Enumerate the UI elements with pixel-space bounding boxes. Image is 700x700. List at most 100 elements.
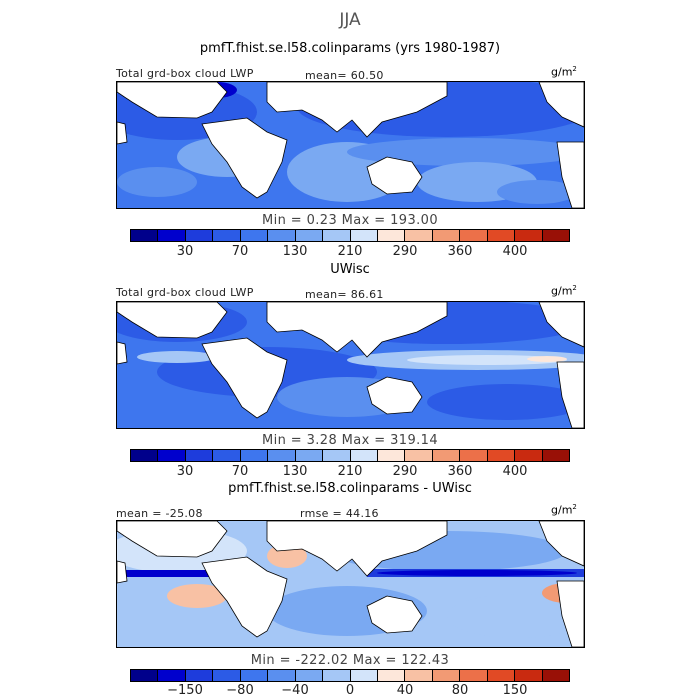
colorbar-cell	[213, 230, 241, 241]
colorbar-cell	[131, 670, 159, 681]
colorbar-cell	[460, 450, 488, 461]
field-region	[117, 570, 257, 577]
colorbar-cell	[295, 450, 324, 461]
field-region	[527, 356, 567, 362]
europe-landmass	[117, 82, 228, 119]
colorbar-tick-label: 400	[502, 464, 528, 479]
colorbar-cell	[350, 450, 378, 461]
colorbar-tick-label: 130	[282, 244, 308, 259]
colorbar-cell	[350, 230, 378, 241]
colorbar-cell	[240, 670, 269, 681]
colorbar-tick-label: 0	[345, 683, 355, 698]
australia-landmass	[366, 595, 423, 634]
colorbar-cell	[515, 230, 543, 241]
colorbar-cell	[377, 670, 406, 681]
colorbar-cell	[131, 450, 159, 461]
colorbar-cell	[377, 230, 406, 241]
colorbar-cell	[405, 670, 433, 681]
colorbar-cell	[350, 670, 378, 681]
colorbar-tick-label: 360	[447, 464, 473, 479]
africa-landmass	[201, 117, 288, 199]
colorbar-tick-label: 30	[176, 244, 194, 259]
colorbar-tick-label: 70	[231, 464, 249, 479]
colorbar-tick-label: 70	[231, 244, 249, 259]
colorbar-tick-label: −80	[226, 683, 254, 698]
north-america-landmass	[538, 82, 584, 128]
colorbar-cell	[240, 450, 269, 461]
colorbar-cell	[487, 230, 516, 241]
colorbar-tick-label: 210	[337, 464, 363, 479]
colorbar-cell	[158, 230, 186, 241]
colorbar-cell	[460, 230, 488, 241]
field-region	[407, 355, 567, 365]
field-region	[347, 138, 584, 166]
europe-landmass	[117, 302, 228, 339]
colorbar-cell	[542, 450, 569, 461]
colorbar-cell	[295, 670, 324, 681]
panel3-minmax: Min = -222.02 Max = 122.43	[250, 653, 450, 668]
colorbar-cell	[460, 670, 488, 681]
colorbar-cell	[268, 450, 296, 461]
africa-landmass	[201, 556, 288, 638]
panel2-minmax: Min = 3.28 Max = 319.14	[261, 433, 439, 448]
south-america-landmass	[556, 580, 584, 647]
africa-landmass	[201, 337, 288, 419]
panel1-mean-label: mean= 60.50	[305, 69, 384, 82]
colorbar-cell	[542, 230, 569, 241]
panel2-mean-label: mean= 86.61	[305, 288, 384, 301]
colorbar-cell	[405, 230, 433, 241]
colorbar-tick-label: 150	[502, 683, 528, 698]
colorbar-cell	[542, 670, 569, 681]
colorbar-cell	[158, 450, 186, 461]
panel3-mean-label: mean = -25.08	[116, 507, 203, 520]
colorbar-cell	[213, 670, 241, 681]
colorbar-cell	[323, 450, 351, 461]
panel1-title: pmfT.fhist.se.l58.colinparams (yrs 1980-…	[199, 41, 501, 56]
colorbar-tick-label: 130	[282, 464, 308, 479]
south-america-landmass	[556, 361, 584, 428]
colorbar-cell	[487, 450, 516, 461]
europe-landmass	[117, 521, 228, 558]
panel2-units: g/m2	[551, 284, 577, 298]
colorbar-cell	[432, 670, 461, 681]
asia-landmass	[266, 82, 448, 138]
colorbar-cell	[240, 230, 269, 241]
north-america-landmass	[538, 302, 584, 348]
panel3-title: pmfT.fhist.se.l58.colinparams - UWisc	[228, 481, 472, 496]
panel3-map	[116, 520, 585, 648]
north-america-landmass	[538, 521, 584, 567]
field-region	[497, 180, 577, 204]
west-landmass	[117, 560, 128, 584]
colorbar-cell	[432, 230, 461, 241]
panel3-rmse-label: rmse = 44.16	[300, 507, 379, 520]
colorbar-cell	[323, 670, 351, 681]
colorbar-tick-label: 40	[396, 683, 414, 698]
panel3-colorbar	[130, 669, 570, 682]
colorbar-cell	[515, 670, 543, 681]
field-region	[137, 351, 217, 363]
colorbar-tick-label: 290	[392, 244, 418, 259]
panel1-variable-label: Total grd-box cloud LWP	[116, 67, 254, 80]
asia-landmass	[266, 302, 448, 358]
field-region	[427, 384, 584, 420]
colorbar-tick-label: 400	[502, 244, 528, 259]
west-landmass	[117, 341, 128, 365]
west-landmass	[117, 121, 128, 145]
colorbar-cell	[268, 670, 296, 681]
asia-landmass	[266, 521, 448, 577]
panel1-map	[116, 81, 585, 209]
panel1-minmax: Min = 0.23 Max = 193.00	[261, 213, 439, 228]
colorbar-cell	[185, 450, 214, 461]
colorbar-cell	[515, 450, 543, 461]
colorbar-tick-label: −40	[281, 683, 309, 698]
field-region	[117, 167, 197, 197]
field-region	[167, 584, 227, 608]
south-america-landmass	[556, 141, 584, 208]
panel2-variable-label: Total grd-box cloud LWP	[116, 286, 254, 299]
colorbar-tick-label: −150	[167, 683, 203, 698]
colorbar-tick-label: 290	[392, 464, 418, 479]
colorbar-tick-label: 360	[447, 244, 473, 259]
panel2-map	[116, 301, 585, 429]
colorbar-tick-label: 30	[176, 464, 194, 479]
colorbar-tick-label: 80	[451, 683, 469, 698]
